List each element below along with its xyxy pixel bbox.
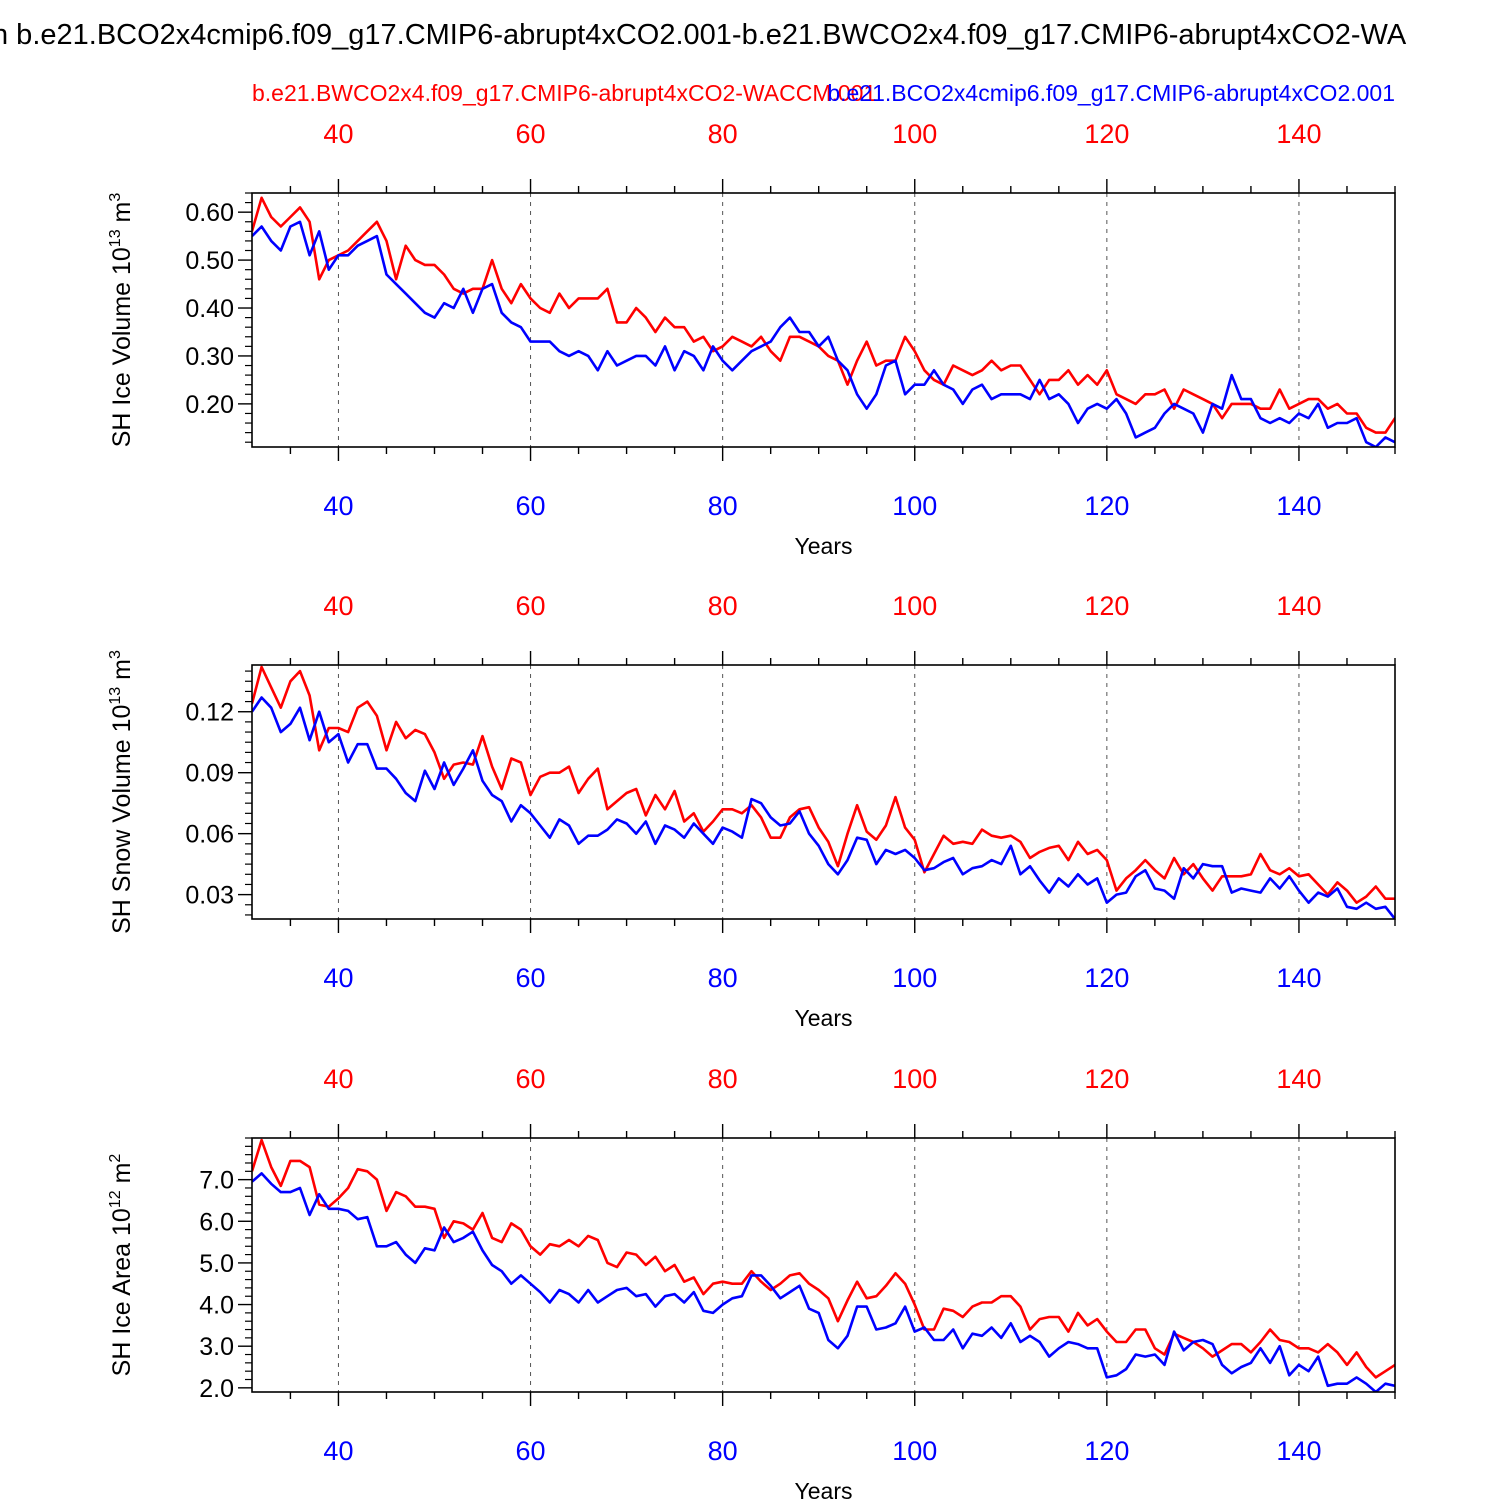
y-axis-title-text: SH Snow Volume 10 <box>108 705 136 934</box>
bottom-x-tick-label: 140 <box>1276 491 1321 521</box>
bottom-x-tick-label: 100 <box>892 491 937 521</box>
plot-frame <box>251 1137 1396 1393</box>
top-x-tick-label: 100 <box>892 1064 937 1094</box>
top-x-tick-label: 100 <box>892 119 937 149</box>
y-tick-label: 6.0 <box>199 1208 234 1236</box>
top-x-tick-label: 60 <box>516 591 546 621</box>
y-tick-label: 0.30 <box>185 343 234 371</box>
series-line-red <box>252 1138 1395 1379</box>
bottom-x-tick-label: 140 <box>1276 963 1321 993</box>
y-axis-title-text: SH Ice Volume 10 <box>108 247 136 447</box>
bottom-x-tick-label: 60 <box>516 491 546 521</box>
y-tick-label: 0.60 <box>185 199 234 227</box>
series-line-blue <box>252 220 1395 447</box>
y-axis-title-superscript: 2 <box>107 1154 124 1163</box>
y-axis-title-superscript: 3 <box>107 650 124 659</box>
y-tick-label: 2.0 <box>199 1375 234 1403</box>
panels: 40 40 60 60 80 80 100 100 120 120 140 140 Years 0.20 0… <box>107 119 1396 1500</box>
top-x-tick-label: 80 <box>708 119 738 149</box>
series-line-blue <box>252 696 1395 919</box>
top-x-tick-label: 60 <box>516 119 546 149</box>
y-tick-label: 3.0 <box>199 1333 234 1361</box>
legend-blue-case: b.e21.BCO2x4cmip6.f09_g17.CMIP6-abrupt4x… <box>827 80 1395 106</box>
bottom-x-tick-label: 80 <box>708 963 738 993</box>
series-line-red <box>252 196 1395 434</box>
y-axis-title-text: m <box>108 659 136 687</box>
top-x-tick-label: 140 <box>1276 1064 1321 1094</box>
top-x-tick-label: 80 <box>708 1064 738 1094</box>
bottom-x-tick-label: 120 <box>1084 963 1129 993</box>
y-tick-label: 0.03 <box>185 882 234 910</box>
y-axis-title-superscript: 12 <box>107 1190 124 1208</box>
bottom-x-tick-label: 140 <box>1276 1436 1321 1466</box>
bottom-x-tick-label: 100 <box>892 1436 937 1466</box>
panel-ice-volume: 40 40 60 60 80 80 100 100 120 120 140 140 Years 0.20 0… <box>107 119 1396 559</box>
x-axis-title: Years <box>795 533 853 559</box>
y-tick-label: 0.06 <box>185 821 234 849</box>
y-axis-title-text: m <box>108 1163 136 1191</box>
bottom-x-tick-label: 80 <box>708 491 738 521</box>
y-tick-label: 0.40 <box>185 295 234 323</box>
bottom-x-tick-label: 40 <box>323 963 353 993</box>
panel-snow-volume: 40 40 60 60 80 80 100 100 120 120 140 140 Years 0.03 0… <box>107 591 1396 1031</box>
y-axis-title: SH Ice Area 1012 m2 <box>107 1154 136 1377</box>
top-x-tick-label: 40 <box>323 119 353 149</box>
bottom-x-tick-label: 80 <box>708 1436 738 1466</box>
y-tick-label: 0.09 <box>185 760 234 788</box>
top-x-tick-label: 100 <box>892 591 937 621</box>
y-axis-title-text: SH Ice Area 10 <box>108 1208 136 1376</box>
bottom-x-tick-label: 60 <box>516 963 546 993</box>
legend-red-case: b.e21.BWCO2x4.f09_g17.CMIP6-abrupt4xCO2-… <box>252 80 876 106</box>
top-x-tick-label: 120 <box>1084 119 1129 149</box>
top-x-tick-label: 120 <box>1084 1064 1129 1094</box>
y-tick-label: 4.0 <box>199 1292 234 1320</box>
y-axis-title-superscript: 13 <box>107 687 124 705</box>
bottom-x-tick-label: 60 <box>516 1436 546 1466</box>
y-axis-title-superscript: 3 <box>107 193 124 202</box>
bottom-x-tick-label: 40 <box>323 1436 353 1466</box>
y-axis-title: SH Ice Volume 1013 m3 <box>107 193 136 448</box>
y-tick-label: 5.0 <box>199 1250 234 1278</box>
bottom-x-tick-label: 100 <box>892 963 937 993</box>
series-line-red <box>252 665 1395 905</box>
y-axis-title: SH Snow Volume 1013 m3 <box>107 650 136 934</box>
y-tick-label: 0.12 <box>185 699 234 727</box>
bottom-x-tick-label: 120 <box>1084 1436 1129 1466</box>
plot-frame <box>251 192 1396 448</box>
top-x-tick-label: 40 <box>323 591 353 621</box>
panel-ice-area: 40 40 60 60 80 80 100 100 120 120 140 140 Years 2.0 3.… <box>107 1064 1396 1500</box>
y-axis-title-text: m <box>108 202 136 230</box>
figure-title: n b.e21.BCO2x4cmip6.f09_g17.CMIP6-abrupt… <box>0 19 1407 51</box>
y-tick-label: 7.0 <box>199 1167 234 1195</box>
x-axis-title: Years <box>795 1005 853 1031</box>
top-x-tick-label: 140 <box>1276 119 1321 149</box>
y-tick-label: 0.20 <box>185 391 234 419</box>
bottom-x-tick-label: 120 <box>1084 491 1129 521</box>
top-x-tick-label: 120 <box>1084 591 1129 621</box>
top-x-tick-label: 40 <box>323 1064 353 1094</box>
x-axis-title: Years <box>795 1478 853 1500</box>
series-line-blue <box>252 1172 1395 1392</box>
y-axis-title-superscript: 13 <box>107 229 124 247</box>
top-x-tick-label: 80 <box>708 591 738 621</box>
top-x-tick-label: 60 <box>516 1064 546 1094</box>
plot-frame <box>251 664 1396 920</box>
y-tick-label: 0.50 <box>185 247 234 275</box>
bottom-x-tick-label: 40 <box>323 491 353 521</box>
top-x-tick-label: 140 <box>1276 591 1321 621</box>
